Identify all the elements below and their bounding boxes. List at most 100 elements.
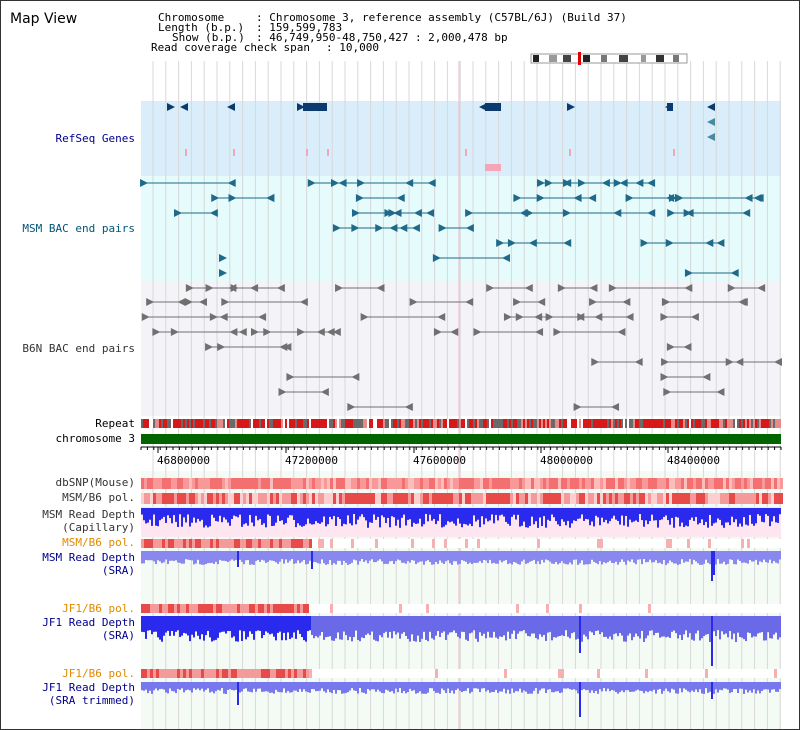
polymorphism-heat-cell [429, 539, 432, 548]
polymorphism-heat-cell [732, 604, 735, 613]
dbsnp-heat-cell [465, 478, 468, 489]
polymorphism-heat-cell [555, 493, 558, 504]
repeat-segment [705, 419, 707, 428]
depth-bar [447, 508, 449, 522]
depth-bar [437, 616, 439, 632]
track-label-msm-depth-sra[interactable]: MSM Read Depth [42, 551, 135, 564]
track-label-dbsnp[interactable]: dbSNP(Mouse) [55, 476, 135, 489]
polymorphism-heat-cell [177, 493, 180, 504]
depth-bar [351, 682, 353, 689]
dbsnp-heat-cell [771, 478, 774, 489]
dbsnp-heat-cell [300, 478, 303, 489]
polymorphism-heat-cell [741, 539, 744, 548]
repeat-segment [381, 419, 383, 428]
depth-bar [405, 682, 407, 694]
track-label-jf1-pol[interactable]: JF1/B6 pol. [62, 602, 135, 615]
polymorphism-heat-cell [252, 539, 255, 548]
polymorphism-heat-cell [774, 669, 777, 678]
depth-bar [223, 616, 225, 632]
depth-bar [611, 616, 613, 640]
depth-bar [565, 551, 567, 565]
track-label-chromosome[interactable]: chromosome 3 [55, 432, 135, 445]
depth-bar [609, 616, 611, 637]
track-label-jf1-depth-trimmed[interactable]: JF1 Read Depth [42, 681, 135, 694]
polymorphism-heat-cell [435, 539, 438, 548]
depth-bar [625, 551, 627, 565]
depth-bar [173, 508, 175, 516]
depth-bar [385, 616, 387, 632]
polymorphism-heat-cell [177, 669, 180, 678]
depth-bar [617, 682, 619, 694]
depth-bar [749, 682, 751, 691]
repeat-segment [471, 419, 473, 428]
depth-bar [493, 616, 495, 632]
polymorphism-heat-cell [150, 539, 153, 548]
track-label-msm-depth-capillary[interactable]: MSM Read Depth [42, 508, 135, 521]
depth-bar [527, 508, 529, 528]
depth-bar [459, 551, 461, 564]
polymorphism-heat-cell [516, 604, 519, 613]
depth-bar [589, 682, 591, 693]
depth-bar [753, 508, 755, 526]
track-label-jf1-depth-sra[interactable]: JF1 Read Depth [42, 616, 135, 629]
depth-bar [249, 616, 251, 632]
depth-bar [665, 682, 667, 689]
polymorphism-heat-cell [468, 493, 471, 504]
polymorphism-heat-cell [237, 493, 240, 504]
depth-bar [393, 682, 395, 694]
polymorphism-heat-cell [315, 669, 318, 678]
polymorphism-heat-cell [726, 539, 729, 548]
polymorphism-heat-cell [186, 493, 189, 504]
track-label-msm-pol[interactable]: MSM/B6 pol. [62, 491, 135, 504]
depth-bar [477, 616, 479, 642]
depth-bar [659, 682, 661, 689]
depth-spike [579, 682, 581, 717]
depth-bar [255, 616, 257, 632]
track-label-repeat[interactable]: Repeat [95, 417, 135, 430]
depth-bar [283, 682, 285, 689]
dbsnp-heat-cell [609, 478, 612, 489]
polymorphism-heat-cell [657, 604, 660, 613]
polymorphism-heat-cell [420, 604, 423, 613]
polymorphism-heat-cell [594, 604, 597, 613]
repeat-segment [247, 419, 249, 428]
polymorphism-heat-cell [777, 493, 780, 504]
repeat-segment [707, 419, 709, 428]
repeat-segment [741, 419, 743, 428]
track-label-msm-pol-2[interactable]: MSM/B6 pol. [62, 536, 135, 549]
track-label-b6n-bac[interactable]: B6N BAC end pairs [22, 342, 135, 355]
repeat-segment [565, 419, 567, 428]
depth-bar [221, 616, 223, 632]
polymorphism-heat-cell [159, 539, 162, 548]
polymorphism-heat-cell [441, 669, 444, 678]
dbsnp-heat-cell [552, 478, 555, 489]
polymorphism-heat-cell [699, 604, 702, 613]
depth-bar [283, 508, 285, 525]
dbsnp-heat-cell [516, 478, 519, 489]
depth-bar [279, 616, 281, 632]
dbsnp-heat-cell [468, 478, 471, 489]
depth-bar [631, 682, 633, 692]
depth-bar [157, 616, 159, 638]
depth-bar [341, 616, 343, 640]
depth-bar [439, 616, 441, 637]
depth-bar [683, 682, 685, 689]
polymorphism-heat-cell [231, 539, 234, 548]
bac-end-marker [396, 194, 405, 202]
depth-bar [415, 551, 417, 565]
polymorphism-heat-cell [345, 493, 348, 504]
track-label-refseq[interactable]: RefSeq Genes [55, 132, 135, 145]
depth-bar [577, 551, 579, 565]
repeat-segment [517, 419, 519, 428]
depth-bar [599, 551, 601, 562]
polymorphism-heat-cell [180, 539, 183, 548]
depth-bar [647, 508, 649, 525]
polymorphism-heat-cell [399, 493, 402, 504]
depth-bar [223, 682, 225, 694]
repeat-segment [713, 419, 715, 428]
repeat-segment [285, 419, 287, 428]
track-label-msm-bac[interactable]: MSM BAC end pairs [22, 222, 135, 235]
track-label-jf1-pol-2[interactable]: JF1/B6 pol. [62, 667, 135, 680]
depth-bar [211, 616, 213, 642]
